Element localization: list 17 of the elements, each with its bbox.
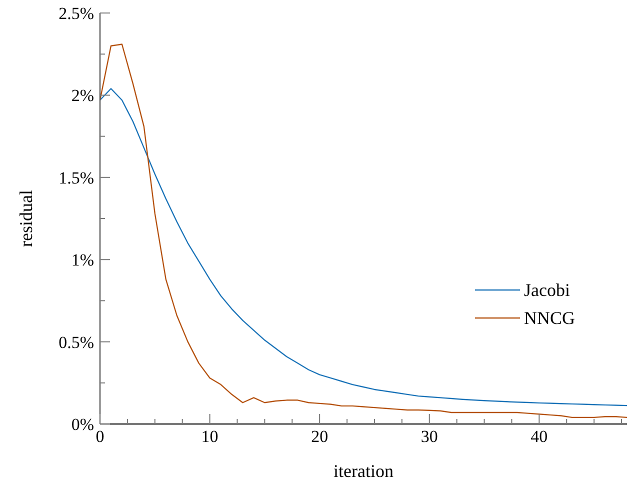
x-axis-title: iteration xyxy=(334,461,394,481)
y-tick-label: 0.5% xyxy=(58,332,94,352)
y-tick-label: 1% xyxy=(71,250,94,270)
y-axis-title: residual xyxy=(16,190,36,247)
y-tick-label: 2% xyxy=(71,86,94,106)
legend-label: Jacobi xyxy=(524,280,570,300)
y-tick-label: 0% xyxy=(71,415,94,434)
x-tick-label: 20 xyxy=(311,427,328,446)
legend-label: NNCG xyxy=(524,308,576,328)
line-series xyxy=(99,88,628,406)
line-series xyxy=(99,44,628,418)
y-tick-label: 2.5% xyxy=(58,4,94,23)
x-tick-label: 10 xyxy=(201,427,218,446)
x-tick-label: 40 xyxy=(530,427,548,446)
y-tick-label: 1.5% xyxy=(58,168,94,188)
x-tick-label: 0 xyxy=(96,427,104,446)
x-tick-label: 30 xyxy=(420,427,438,446)
